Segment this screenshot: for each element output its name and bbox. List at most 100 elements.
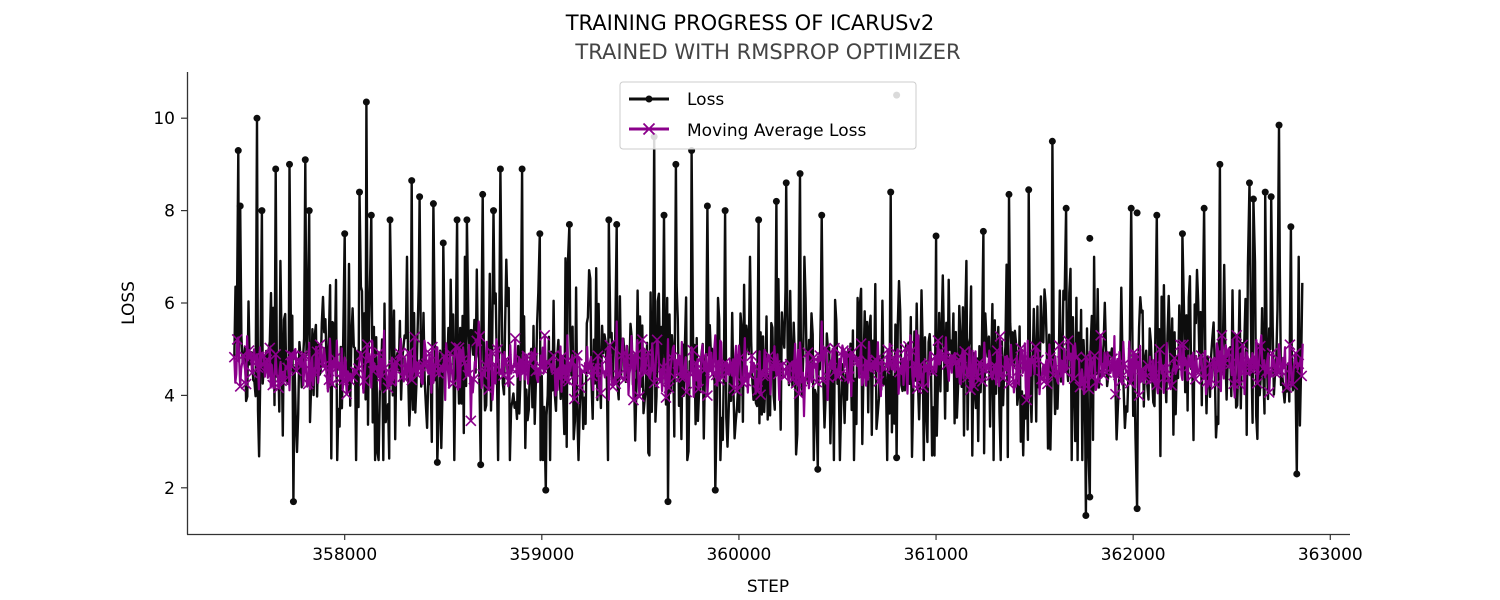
moving-average-point (400, 362, 412, 375)
moving-average-point (468, 373, 480, 385)
moving-average-point (447, 377, 459, 389)
moving-average-point (817, 374, 829, 386)
moving-average-point (267, 379, 279, 391)
moving-average-point (701, 389, 713, 402)
moving-average-point (1083, 383, 1095, 395)
moving-average-point (548, 350, 560, 362)
moving-average-point (793, 388, 805, 400)
moving-average-point (415, 360, 427, 372)
moving-average-point (364, 353, 376, 365)
moving-average-point (758, 370, 770, 382)
y-tick-label: 8 (164, 202, 175, 222)
moving-average-point (568, 393, 580, 405)
moving-average-point (234, 380, 246, 392)
moving-average-point (533, 363, 545, 376)
moving-average-point (1222, 346, 1234, 358)
moving-average-point (1168, 352, 1181, 364)
moving-average-point (1109, 388, 1121, 400)
loss-point (1249, 195, 1257, 203)
loss-point (1048, 137, 1056, 145)
moving-average-point (1242, 356, 1255, 368)
moving-average-point (690, 357, 702, 369)
moving-average-point (252, 362, 264, 374)
moving-average-point (979, 360, 991, 372)
loss-point (1005, 190, 1013, 198)
loss-line (233, 100, 1304, 517)
moving-average-point (347, 371, 359, 383)
moving-average-point (766, 359, 779, 371)
moving-average-point (270, 348, 282, 360)
x-tick-label: 358000 (312, 545, 377, 565)
moving-average-point (1290, 347, 1302, 359)
moving-average-point (240, 378, 252, 390)
moving-average-point (426, 341, 438, 353)
moving-average-point (1118, 358, 1130, 370)
legend-box (619, 81, 917, 150)
legend-item-loss: Loss (629, 90, 724, 110)
y-tick-label: 6 (164, 294, 175, 314)
moving-average-point (823, 372, 835, 384)
moving-average-point (491, 343, 504, 355)
x-tick-label: 361000 (904, 545, 969, 565)
moving-average-point (441, 354, 453, 366)
moving-average-point (326, 378, 338, 390)
moving-average-point (450, 341, 462, 353)
moving-average-point (645, 363, 657, 375)
moving-average-point (299, 350, 311, 362)
loss-point (258, 207, 266, 215)
moving-average-point (947, 351, 959, 364)
loss-point (672, 160, 680, 168)
moving-average-point (524, 357, 536, 369)
moving-average-point (778, 370, 790, 383)
moving-average-point (976, 375, 988, 387)
moving-average-point (633, 390, 645, 403)
moving-average-point (261, 354, 273, 366)
moving-average-point (284, 349, 297, 361)
loss-point (979, 227, 987, 235)
loss-point (439, 239, 447, 247)
moving-average-point (894, 366, 906, 378)
moving-average-point (1044, 351, 1056, 363)
loss-point (1275, 121, 1283, 129)
moving-average-point (480, 359, 492, 371)
moving-average-point (799, 373, 811, 385)
loss-point (1127, 204, 1135, 212)
moving-average-point (1171, 361, 1184, 373)
moving-average-point (1065, 348, 1077, 360)
moving-average-point (1032, 354, 1045, 366)
moving-average-point (935, 345, 947, 357)
moving-average-point (1006, 356, 1018, 368)
moving-average-point (287, 350, 300, 362)
loss-point (542, 486, 550, 494)
moving-average-point (397, 371, 409, 383)
moving-average-point (604, 339, 616, 351)
loss-point (703, 202, 711, 210)
moving-average-point (1254, 340, 1266, 352)
moving-average-point (512, 362, 524, 374)
loss-point (893, 454, 901, 462)
x-tick-label: 362000 (1101, 545, 1166, 565)
moving-average-point (296, 350, 308, 362)
x-tick-label: 363000 (1298, 545, 1363, 565)
loss-point (1261, 188, 1269, 196)
loss-point (613, 220, 621, 228)
moving-average-point (551, 364, 563, 376)
moving-average-point (586, 370, 598, 382)
moving-average-point (962, 371, 974, 383)
legend: Loss Moving Average Loss (619, 81, 917, 150)
moving-average-point (1009, 375, 1021, 387)
loss-point (887, 188, 895, 196)
moving-average-point (385, 375, 397, 387)
loss-point (721, 207, 729, 215)
moving-average-point (621, 351, 634, 363)
moving-average-point (624, 360, 637, 372)
moving-average-point (228, 351, 240, 363)
moving-average-point (358, 375, 370, 387)
moving-average-point (477, 368, 489, 380)
moving-average-point (672, 357, 684, 369)
moving-average-point (1112, 369, 1124, 381)
moving-average-point (1237, 339, 1249, 351)
loss-point (1267, 193, 1275, 201)
moving-average-point (755, 389, 767, 401)
moving-average-point (684, 367, 696, 379)
